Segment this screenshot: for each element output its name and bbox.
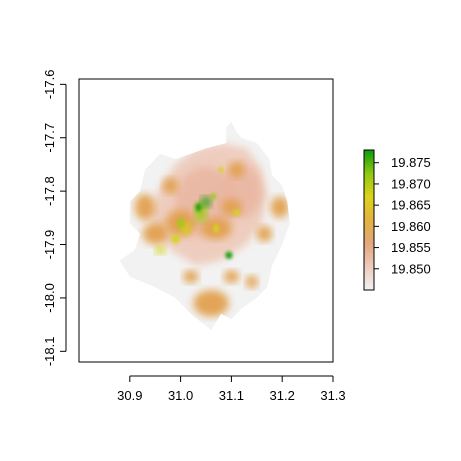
hotspot-orange xyxy=(162,177,178,194)
legend-tick-label: 19.855 xyxy=(391,240,431,255)
legend-tick-label: 19.865 xyxy=(391,198,431,213)
hotspot-orange xyxy=(183,270,199,283)
x-tick-label: 31.0 xyxy=(168,388,193,403)
hotspot-orange xyxy=(134,193,156,221)
hotspot-yellow xyxy=(232,209,241,216)
y-tick-label: -18.1 xyxy=(42,337,57,367)
hotspot-orange xyxy=(245,275,258,289)
hotspot-orange xyxy=(223,270,239,283)
y-tick-label: -17.7 xyxy=(42,123,57,153)
y-tick-label: -18.0 xyxy=(42,283,57,313)
hotspot-green xyxy=(195,202,202,212)
hotspot-green xyxy=(200,196,212,208)
x-tick-label: 31.3 xyxy=(320,388,345,403)
hotspot-yellow_green xyxy=(177,217,184,229)
color-legend: 19.875 19.870 19.865 19.860 19.855 19.850 xyxy=(363,149,431,291)
x-axis: 30.9 31.0 31.1 31.2 31.3 xyxy=(117,375,346,403)
value-hotspots xyxy=(134,161,289,317)
y-axis: -17.6 -17.7 -17.8 -17.9 -18.0 -18.1 xyxy=(42,70,67,367)
hotspot-orange xyxy=(270,196,289,218)
hotspot-yellow xyxy=(213,224,220,233)
legend-color-bar xyxy=(363,149,375,291)
legend-tick-label: 19.870 xyxy=(391,176,431,191)
x-tick-label: 31.2 xyxy=(270,388,295,403)
x-tick-label: 30.9 xyxy=(117,388,142,403)
y-tick-label: -17.8 xyxy=(42,176,57,206)
hotspot-yellow xyxy=(218,167,224,173)
y-tick-label: -17.9 xyxy=(42,230,57,260)
hotspot-green xyxy=(225,251,233,259)
legend-tick-label: 19.875 xyxy=(391,155,431,170)
legend-tick-label: 19.860 xyxy=(391,219,431,234)
y-tick-label: -17.6 xyxy=(42,70,57,100)
hotspot-orange xyxy=(193,290,229,317)
x-tick-label: 31.1 xyxy=(219,388,244,403)
hotspot-orange xyxy=(142,223,168,245)
hotspot-yellow xyxy=(155,245,166,255)
legend-tick-label: 19.850 xyxy=(391,261,431,276)
hotspot-yellow_green xyxy=(211,193,217,200)
hotspot-yellow xyxy=(171,234,180,244)
legend-ticks: 19.875 19.870 19.865 19.860 19.855 19.850 xyxy=(374,155,431,276)
hotspot-orange xyxy=(228,161,245,178)
raster-layer xyxy=(119,121,290,330)
plot-frame xyxy=(78,78,334,363)
hotspot-orange xyxy=(256,225,272,242)
